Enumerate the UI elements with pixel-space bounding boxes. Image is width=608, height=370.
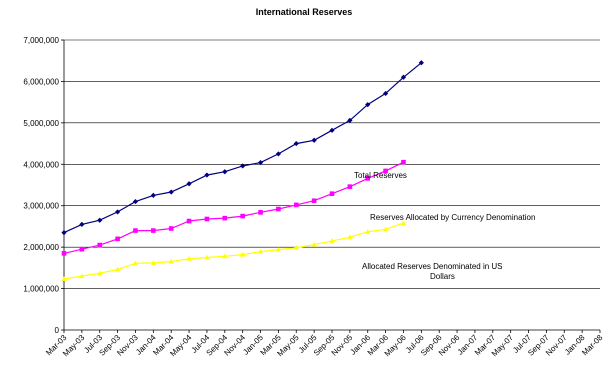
data-point [347,234,353,240]
y-tick-label: 6,000,000 [23,77,59,86]
data-point [400,220,407,226]
data-point [257,160,264,166]
annotation-usd-line1: Allocated Reserves Denominated in US [362,262,503,271]
data-point [79,221,85,227]
data-point [293,140,299,147]
series-0 [61,60,424,236]
y-axis-tick-labels: 0 1,000,000 2,000,000 3,000,000 4,000,000 5,0… [23,36,59,335]
data-point [204,254,210,260]
data-point [400,74,407,80]
data-point [258,210,263,215]
data-point [115,236,120,242]
data-point [365,102,371,108]
axes [61,39,601,333]
data-point [383,168,388,174]
data-point [133,228,138,233]
data-point [240,251,246,257]
y-tick-label: 7,000,000 [23,36,59,45]
y-tick-label: 4,000,000 [23,160,59,169]
data-point [275,246,281,252]
data-point [168,189,174,195]
data-point [293,244,299,250]
data-point [168,258,174,264]
data-point [347,117,353,123]
annotations: Total Reserves Reserves Allocated by Cur… [354,171,535,281]
data-point [311,241,317,247]
y-tick-label: 0 [55,326,60,335]
data-point [383,90,389,97]
data-point [168,226,174,231]
data-point [365,176,371,181]
y-tick-label: 5,000,000 [23,119,59,128]
x-tick-label: Mar-08 [580,333,605,358]
series-line [63,222,404,280]
data-point [151,228,156,233]
data-point [204,216,210,222]
series-line [63,161,404,254]
data-point [186,255,192,261]
data-point [329,127,335,133]
data-point [329,191,335,196]
data-point [97,217,103,223]
chart-title: International Reserves [256,7,353,17]
series-1 [61,159,406,256]
annotation-allocated-by-currency: Reserves Allocated by Currency Denominat… [370,213,535,222]
x-axis-tick-labels: Mar-03May-03Jul-03Sep-03Nov-03Jan-04Mar-… [44,333,605,359]
data-point [418,60,424,66]
data-point [150,192,156,198]
data-point [240,163,246,169]
data-point [97,242,103,248]
data-point [132,260,139,266]
annotation-total-reserves: Total Reserves [354,171,407,180]
data-point [222,215,228,221]
y-tick-label: 1,000,000 [23,285,59,294]
y-tick-label: 3,000,000 [23,202,59,211]
data-point [401,159,406,165]
data-point [222,253,228,259]
data-point [61,276,67,282]
data-point [275,151,281,157]
data-point [186,181,192,187]
data-point [115,266,121,272]
data-point [311,137,317,143]
y-tick-label: 2,000,000 [23,243,59,252]
data-point [311,198,317,204]
series-2 [61,220,407,282]
data-point [293,202,299,208]
data-point [240,213,245,219]
data-point [329,238,335,243]
data-point [204,172,210,178]
data-point [79,246,85,252]
data-point [61,251,67,256]
data-point [257,248,264,254]
data-point [79,273,85,279]
series-line [63,62,422,234]
gridlines [64,39,600,289]
data-point [383,226,389,232]
data-point [365,229,371,234]
data-point [115,209,121,215]
data-point [347,184,353,189]
data-point [276,206,281,212]
data-point [222,169,228,175]
data-point [150,260,156,265]
data-point [97,270,103,276]
data-point [61,230,67,236]
annotation-usd-line2: Dollars [430,272,455,281]
data-point [186,218,192,224]
series-lines [61,60,424,282]
data-point [132,198,139,205]
